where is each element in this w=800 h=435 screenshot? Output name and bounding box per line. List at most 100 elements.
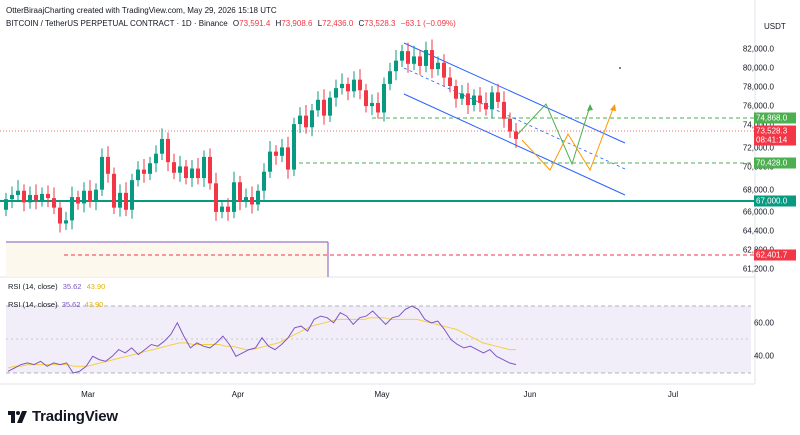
tradingview-logo[interactable]: TradingView (8, 408, 118, 425)
candle-body (508, 118, 512, 132)
candle-body (28, 194, 32, 203)
candle-body (436, 62, 440, 70)
rsi-value-pane: 35.62 (61, 300, 81, 309)
price-tick: 66,000.0 (742, 207, 774, 217)
candle-body (412, 56, 416, 64)
rsi-legend-pane[interactable]: RSI (14, close) 35.62 43.90 (8, 300, 103, 309)
candle-body (466, 93, 470, 106)
candle-body (400, 51, 404, 61)
candle-body (454, 86, 458, 99)
candle-body (214, 183, 218, 212)
rsi-legend-main[interactable]: RSI (14, close) 35.62 43.90 (8, 282, 105, 291)
price-tick: 68,000.0 (742, 185, 774, 195)
price-tick: 61,200.0 (742, 264, 774, 274)
candle-body (64, 220, 68, 224)
price-tick: 72,000.0 (742, 143, 774, 153)
candle-body (70, 197, 74, 221)
candle-body (460, 93, 464, 99)
tradingview-logo-icon (8, 410, 27, 423)
candle-body (196, 168, 200, 179)
candle-body (316, 99, 320, 111)
price-tick: 82,000.0 (742, 44, 774, 54)
time-tick-jun: Jun (523, 390, 537, 399)
marker-dot (619, 67, 621, 69)
candle-body (58, 207, 62, 224)
candle-body (328, 97, 332, 116)
currency-label: USDT (764, 22, 786, 31)
change-value: −63.1 (−0.09%) (400, 19, 456, 28)
candle-body (130, 180, 134, 210)
time-tick-apr: Apr (231, 390, 245, 399)
candle-body (148, 163, 152, 174)
candle-body (448, 77, 452, 87)
candle-body (286, 147, 290, 170)
channel-top (403, 42, 626, 144)
badge-support: 67,000.0 (754, 195, 796, 207)
badge-upper-level: 74,868.0 (754, 112, 796, 124)
candle-body (370, 102, 374, 107)
candle-body (376, 102, 380, 113)
time-tick-jul: Jul (667, 390, 679, 399)
symbol-title: BITCOIN / TetherUS PERPETUAL CONTRACT · … (6, 19, 228, 28)
price-tick: 76,000.0 (742, 101, 774, 111)
high-value: 73,908.6 (281, 19, 313, 28)
candle-body (496, 92, 500, 102)
projection-green-arrow (587, 104, 593, 111)
high-label: H (275, 19, 282, 28)
candle-body (106, 156, 110, 174)
candle-body (250, 197, 254, 205)
candle-body (100, 156, 104, 190)
candle-body (82, 190, 86, 204)
candle-body (418, 56, 422, 66)
rsi-ma-value-pane: 43.90 (84, 300, 104, 309)
projection-green (517, 103, 591, 166)
price-tick: 78,000.0 (742, 82, 774, 92)
price-tick: 64,400.0 (742, 226, 774, 236)
candle-body (490, 92, 494, 110)
candle-body (472, 95, 476, 106)
price-tick: 74,000.0 (743, 121, 774, 130)
candle-body (154, 153, 158, 164)
candle-body (442, 62, 446, 78)
rsi-title: RSI (14, close) (8, 282, 58, 291)
candle-body (4, 199, 8, 210)
candle-body (340, 83, 344, 89)
candle-body (40, 193, 44, 201)
candle-body (388, 71, 392, 84)
low-label: L (317, 19, 323, 28)
candle-body (268, 151, 272, 172)
candle-body (280, 147, 284, 156)
candles-group (4, 39, 518, 233)
close-label: C (358, 19, 365, 28)
rsi-tick: 60.00 (753, 318, 774, 328)
candle-body (238, 182, 242, 202)
time-tick-mar: Mar (81, 390, 95, 399)
watermark-text: OtterBiraajCharting created with Trading… (6, 6, 277, 15)
candle-body (304, 115, 308, 128)
rsi-tick: 40.00 (753, 351, 774, 361)
time-tick-may: May (374, 390, 390, 399)
candle-body (364, 90, 368, 107)
candle-body (208, 156, 212, 184)
candle-body (10, 194, 14, 200)
candle-body (430, 50, 434, 70)
open-value: 73,591.4 (239, 19, 271, 28)
rsi-title-pane: RSI (14, close) (8, 300, 58, 309)
close-value: 73,528.3 (364, 19, 396, 28)
candle-body (322, 99, 326, 116)
candle-body (484, 102, 488, 110)
candle-body (292, 124, 296, 170)
candle-body (112, 173, 116, 208)
candle-body (202, 156, 206, 179)
badge-low-level: 62,401.7 (754, 249, 796, 261)
candle-body (142, 169, 146, 174)
price-tick: 80,000.0 (742, 63, 774, 73)
channel-median (403, 67, 626, 170)
candle-body (160, 138, 164, 154)
candle-body (76, 197, 80, 204)
rsi-line (7, 305, 517, 374)
symbol-header[interactable]: BITCOIN / TetherUS PERPETUAL CONTRACT · … (6, 19, 456, 28)
candle-body (262, 171, 266, 191)
candle-body (352, 79, 356, 92)
